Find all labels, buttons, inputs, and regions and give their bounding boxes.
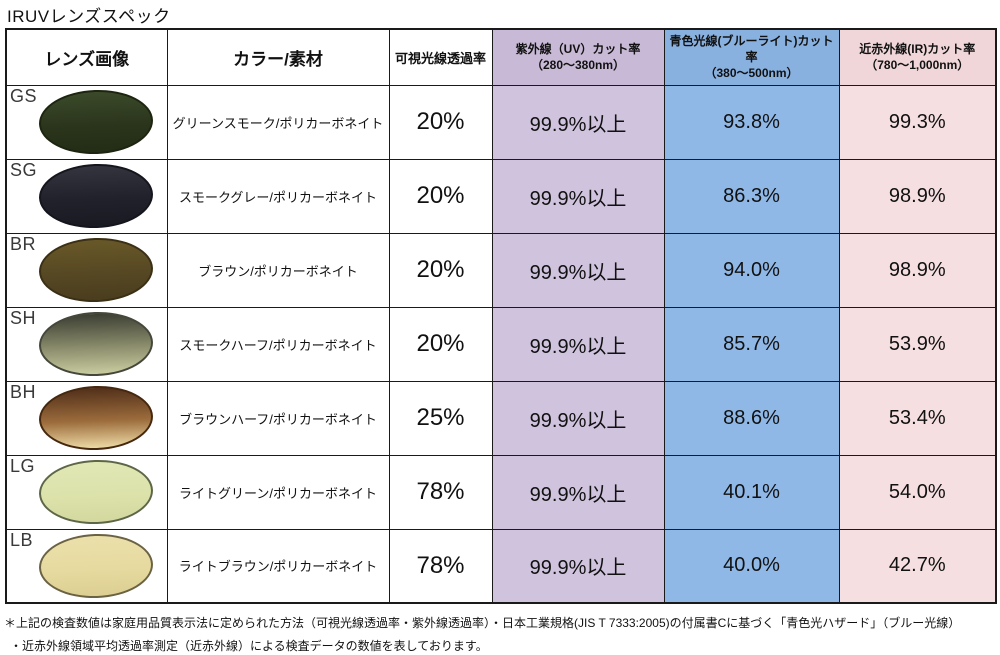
visible-light-cell: 20% — [388, 84, 493, 160]
lens-photo — [37, 235, 155, 304]
lens-code: SH — [10, 307, 37, 328]
visible-light-cell: 20% — [388, 232, 493, 308]
lens-code: BR — [10, 233, 37, 254]
lens-code: LG — [10, 455, 36, 476]
visible-light-cell: 25% — [388, 380, 493, 456]
table-row: BR ブラウン/ポリカーボネイト 20% 99.9%以上 94.0% 98.9% — [5, 232, 997, 308]
uv-cut-cell: 99.9%以上 — [491, 158, 665, 234]
page-title: IRUVレンズスペック — [7, 7, 171, 26]
header-ir-line2: （780～1,000nm） — [865, 58, 970, 73]
ir-cut-cell: 98.9% — [838, 232, 997, 308]
uv-cut-cell: 99.9%以上 — [491, 84, 665, 160]
lens-photo — [37, 457, 155, 526]
table-row: GS グリーンスモーク/ポリカーボネイト 20% 99.9%以上 93.8% 9… — [5, 84, 997, 160]
header-ir-line1: 近赤外線(IR)カット率 — [859, 42, 976, 57]
uv-cut-cell: 99.9%以上 — [491, 454, 665, 530]
lens-image-cell: LG — [5, 454, 168, 530]
header-uv-cut: 紫外線（UV）カット率 （280～380nm） — [491, 28, 665, 86]
visible-light-cell: 20% — [388, 158, 493, 234]
table-row: SH スモークハーフ/ポリカーボネイト 20% 99.9%以上 85.7% 53… — [5, 306, 997, 382]
ir-cut-cell: 42.7% — [838, 528, 997, 604]
header-visible-light: 可視光線透過率 — [388, 28, 493, 86]
header-uv-line2: （280～380nm） — [530, 58, 626, 73]
color-material-cell: ブラウンハーフ/ポリカーボネイト — [166, 380, 390, 456]
header-row: レンズ画像 カラー/素材 可視光線透過率 紫外線（UV）カット率 （280～38… — [5, 28, 997, 86]
ir-cut-cell: 98.9% — [838, 158, 997, 234]
footnote-line: ＊上記の検査数値は家庭用品質表示法に定められた方法（可視光線透過率・紫外線透過率… — [4, 616, 961, 630]
header-color-material: カラー/素材 — [166, 28, 390, 86]
footnote-line: ・近赤外線領域平均透過率測定（近赤外線）による検査データの数値を表しております。 — [10, 638, 488, 653]
ir-cut-cell: 53.9% — [838, 306, 997, 382]
blue-cut-cell: 88.6% — [663, 380, 840, 456]
lens-code: LB — [10, 529, 34, 550]
table-row: LG ライトグリーン/ポリカーボネイト 78% 99.9%以上 40.1% 54… — [5, 454, 997, 530]
header-blue-cut: 青色光線(ブルーライト)カット率 （380～500nm） — [663, 28, 840, 86]
ir-cut-cell: 53.4% — [838, 380, 997, 456]
table-row: BH ブラウンハーフ/ポリカーボネイト 25% 99.9%以上 88.6% 53… — [5, 380, 997, 456]
color-material-cell: スモークハーフ/ポリカーボネイト — [166, 306, 390, 382]
blue-cut-cell: 40.1% — [663, 454, 840, 530]
uv-cut-cell: 99.9%以上 — [491, 380, 665, 456]
lens-image-cell: SG — [5, 158, 168, 234]
lens-image-cell: LB — [5, 528, 168, 604]
blue-cut-cell: 40.0% — [663, 528, 840, 604]
table-row: SG スモークグレー/ポリカーボネイト 20% 99.9%以上 86.3% 98… — [5, 158, 997, 234]
lens-image-cell: BH — [5, 380, 168, 456]
lens-image-cell: BR — [5, 232, 168, 308]
lens-image-cell: GS — [5, 84, 168, 160]
footnotes: ＊上記の検査数値は家庭用品質表示法に定められた方法（可視光線透過率・紫外線透過率… — [4, 612, 960, 655]
color-material-cell: グリーンスモーク/ポリカーボネイト — [166, 84, 390, 160]
color-material-cell: スモークグレー/ポリカーボネイト — [166, 158, 390, 234]
header-lens-image: レンズ画像 — [5, 28, 168, 86]
uv-cut-cell: 99.9%以上 — [491, 528, 665, 604]
header-blue-line2: （380～500nm） — [704, 66, 799, 81]
lens-code: SG — [10, 159, 38, 180]
lens-photo — [37, 87, 155, 156]
lens-photo — [37, 383, 155, 452]
lens-photo — [37, 161, 155, 230]
blue-cut-cell: 85.7% — [663, 306, 840, 382]
table-header: レンズ画像 カラー/素材 可視光線透過率 紫外線（UV）カット率 （280～38… — [5, 28, 997, 86]
lens-spec-table: レンズ画像 カラー/素材 可視光線透過率 紫外線（UV）カット率 （280～38… — [5, 28, 997, 604]
lens-photo — [37, 309, 155, 378]
blue-cut-cell: 94.0% — [663, 232, 840, 308]
header-ir-cut: 近赤外線(IR)カット率 （780～1,000nm） — [838, 28, 997, 86]
visible-light-cell: 78% — [388, 454, 493, 530]
lens-image-cell: SH — [5, 306, 168, 382]
table-row: LB ライトブラウン/ポリカーボネイト 78% 99.9%以上 40.0% 42… — [5, 528, 997, 604]
lens-photo — [37, 531, 155, 600]
uv-cut-cell: 99.9%以上 — [491, 306, 665, 382]
lens-code: BH — [10, 381, 37, 402]
color-material-cell: ライトブラウン/ポリカーボネイト — [166, 528, 390, 604]
color-material-cell: ライトグリーン/ポリカーボネイト — [166, 454, 390, 530]
color-material-cell: ブラウン/ポリカーボネイト — [166, 232, 390, 308]
ir-cut-cell: 54.0% — [838, 454, 997, 530]
visible-light-cell: 78% — [388, 528, 493, 604]
visible-light-cell: 20% — [388, 306, 493, 382]
ir-cut-cell: 99.3% — [838, 84, 997, 160]
blue-cut-cell: 86.3% — [663, 158, 840, 234]
lens-code: GS — [10, 85, 38, 106]
blue-cut-cell: 93.8% — [663, 84, 840, 160]
header-uv-line1: 紫外線（UV）カット率 — [515, 42, 641, 57]
header-blue-line1: 青色光線(ブルーライト)カット率 — [669, 33, 834, 65]
uv-cut-cell: 99.9%以上 — [491, 232, 665, 308]
